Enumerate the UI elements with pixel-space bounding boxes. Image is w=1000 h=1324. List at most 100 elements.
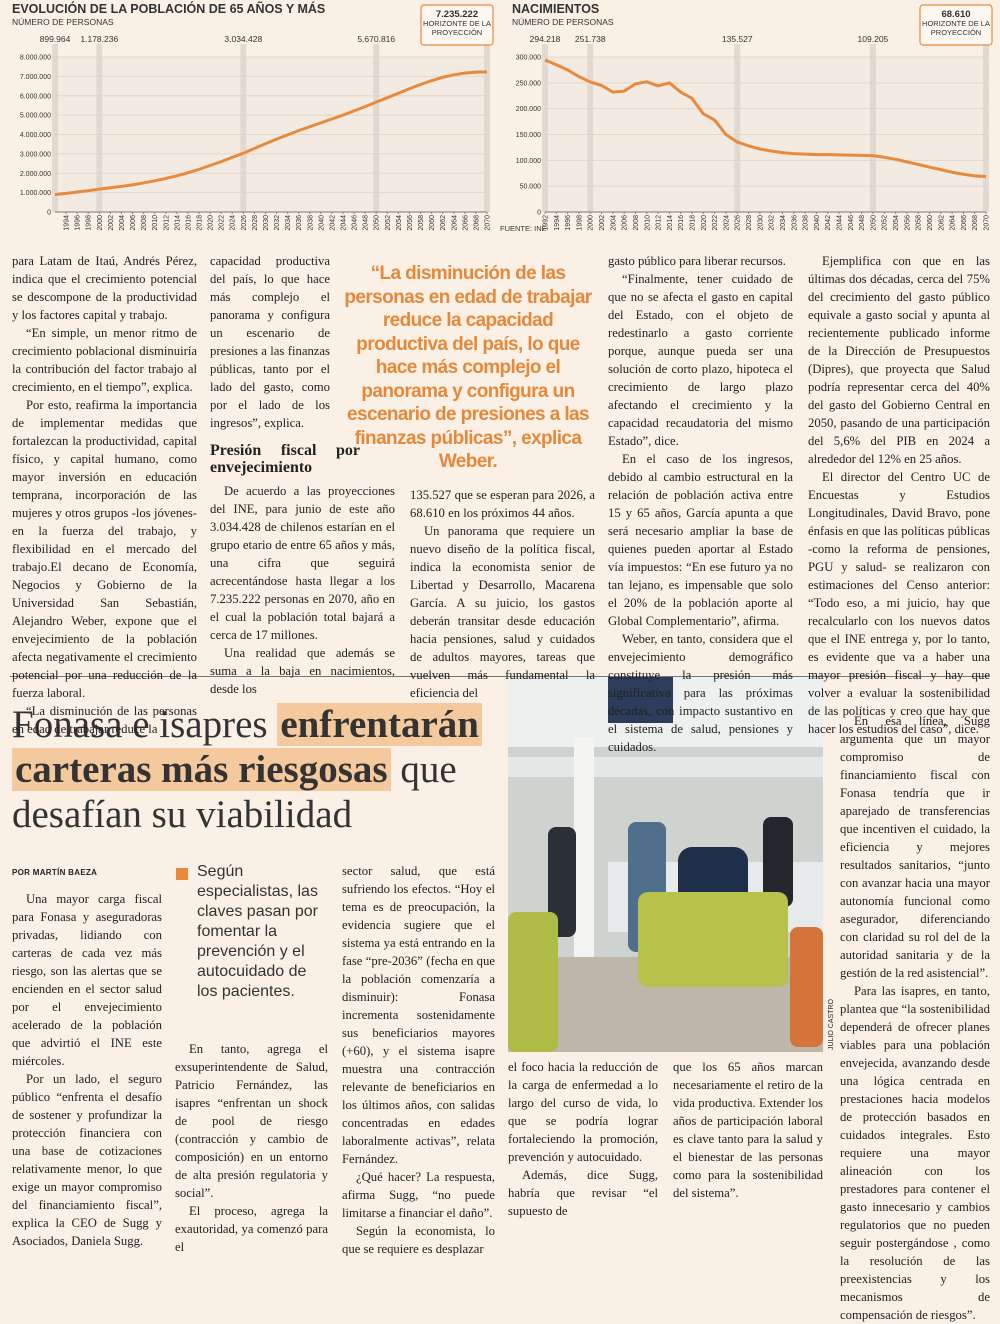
x-tick-label: 1994 — [64, 215, 71, 231]
y-tick-label: 8.000.000 — [20, 55, 51, 62]
paragraph: “En simple, un menor ritmo de crecimient… — [12, 326, 197, 394]
y-tick-label: 100.000 — [516, 158, 541, 165]
subheading: Presión fiscal por envejecimiento — [210, 442, 360, 476]
y-tick-label: 0 — [537, 210, 541, 217]
x-tick-label: 2010 — [152, 215, 159, 231]
x-tick-label: 2022 — [219, 215, 226, 231]
chart-subtitle: NÚMERO DE PERSONAS — [12, 17, 114, 27]
x-tick-label: 2042 — [825, 215, 832, 231]
x-tick-label: 2028 — [252, 215, 259, 231]
x-tick-label: 2040 — [318, 215, 325, 231]
x-tick-label: 2064 — [950, 215, 957, 231]
x-tick-label: 2014 — [174, 215, 181, 231]
y-tick-label: 1.000.000 — [20, 190, 51, 197]
x-tick-label: 2048 — [859, 215, 866, 231]
x-tick-label: 2016 — [678, 215, 685, 231]
byline: POR MARTÍN BAEZA — [12, 868, 98, 877]
x-tick-label: 2038 — [803, 215, 810, 231]
x-tick-label: 2042 — [329, 215, 336, 231]
x-tick-label: 2062 — [440, 215, 447, 231]
photo-credit: JULIO CASTRO — [828, 999, 835, 1050]
y-tick-label: 250.000 — [516, 80, 541, 87]
text-column: Ejemplifica con que en las últimas dos d… — [808, 252, 990, 738]
paragraph: Por esto, reafirma la importancia de imp… — [12, 398, 197, 700]
x-tick-label: 2000 — [97, 215, 104, 231]
annotation-note: HORIZONTE DE LA PROYECCIÓN — [423, 19, 491, 37]
x-tick-label: 2008 — [141, 215, 148, 231]
paragraph: 135.527 que se esperan para 2026, a 68.6… — [410, 488, 595, 520]
x-tick-label: 2046 — [352, 215, 359, 231]
x-tick-label: 2036 — [296, 215, 303, 231]
x-tick-label: 2002 — [599, 215, 606, 231]
x-tick-label: 2032 — [769, 215, 776, 231]
x-tick-label: 2054 — [396, 215, 403, 231]
text-column: capacidad productiva del país, lo que ha… — [210, 252, 395, 698]
x-tick-label: 2028 — [746, 215, 753, 231]
pull-quote: “La disminución de las personas en edad … — [344, 263, 592, 472]
x-tick-label: 1996 — [565, 215, 572, 231]
paragraph: Un panorama que requiere un nuevo diseño… — [410, 524, 595, 700]
annotation-box — [420, 4, 494, 46]
headline: Fonasa e isapres enfrentarán carteras má… — [12, 702, 502, 837]
projection-band — [52, 44, 58, 212]
data-line — [54, 70, 488, 197]
headline-text: Fonasa e isapres — [12, 703, 268, 746]
paragraph: que los 65 años marcan necesariamente el… — [673, 1060, 823, 1200]
y-tick-label: 5.000.000 — [20, 113, 51, 120]
x-tick-label: 2008 — [633, 215, 640, 231]
paragraph: ¿Qué hacer? La respuesta, afirma Sugg, “… — [342, 1170, 495, 1220]
paragraph: Una mayor carga fiscal para Fonasa y ase… — [12, 892, 162, 1068]
paragraph: el foco hacia la reducción de la carga d… — [508, 1060, 658, 1164]
x-tick-label: 2060 — [927, 215, 934, 231]
y-tick-label: 150.000 — [516, 132, 541, 139]
annotation-label: 109.205 — [858, 34, 889, 44]
annotation-label: 7.235.222 — [436, 9, 478, 20]
page: {"chart_data": [ {"type": "line", "title… — [10, 1, 993, 1322]
text-column: el foco hacia la reducción de la carga d… — [508, 1058, 658, 1220]
paragraph: En esa línea, Sugg argumenta que un mayo… — [840, 714, 990, 980]
x-tick-label: 2066 — [961, 215, 968, 231]
photo — [508, 677, 823, 1052]
projection-band — [587, 44, 594, 212]
x-tick-label: 2040 — [814, 215, 821, 231]
annotation-label: 1.178.236 — [80, 34, 118, 44]
y-tick-label: 300.000 — [516, 55, 541, 62]
text-column: que los 65 años marcan necesariamente el… — [673, 1058, 823, 1202]
x-tick-label: 2012 — [163, 215, 170, 231]
text-column: Una mayor carga fiscal para Fonasa y ase… — [12, 890, 162, 1250]
x-tick-label: 2054 — [893, 215, 900, 231]
headline-text: que desafían su viabilidad — [12, 748, 457, 836]
x-tick-label: 2068 — [473, 215, 480, 231]
x-tick-label: 2070 — [984, 215, 991, 231]
x-tick-label: 2034 — [780, 215, 787, 231]
y-tick-label: 3.000.000 — [20, 151, 51, 158]
x-tick-label: 2006 — [622, 215, 629, 231]
data-line — [544, 58, 987, 179]
chart: EVOLUCIÓN DE LA POBLACIÓN DE 65 AÑOS Y M… — [12, 1, 494, 231]
x-tick-label: 1996 — [75, 215, 82, 231]
projection-band — [869, 44, 876, 212]
annotation-label: 135.527 — [722, 34, 753, 44]
x-tick-label: 2024 — [230, 215, 237, 231]
x-tick-label: 2004 — [610, 215, 617, 231]
annotation-label: 899.964 — [40, 34, 71, 44]
bullet — [176, 868, 188, 880]
paragraph: El director del Centro UC de Encuestas y… — [808, 470, 990, 736]
projection-band — [373, 44, 380, 212]
x-tick-label: 2044 — [341, 215, 348, 231]
x-tick-label: 2050 — [870, 215, 877, 231]
paragraph: De acuerdo a las proyecciones del INE, p… — [210, 484, 395, 642]
x-tick-label: 2052 — [882, 215, 889, 231]
chart-subtitle: NÚMERO DE PERSONAS — [512, 17, 614, 27]
x-tick-label: 2002 — [108, 215, 115, 231]
paragraph: Para las isapres, en tanto, plantea que … — [840, 984, 990, 1322]
x-tick-label: 2056 — [904, 215, 911, 231]
paragraph: En tanto, agrega el exsuperintendente de… — [175, 1042, 328, 1200]
text-column: En tanto, agrega el exsuperintendente de… — [175, 1040, 328, 1256]
paragraph: capacidad productiva del país, lo que ha… — [210, 254, 330, 430]
annotation-note: HORIZONTE DE LA PROYECCIÓN — [922, 19, 990, 37]
x-tick-label: 1998 — [576, 215, 583, 231]
paragraph: El proceso, agrega la exautoridad, ya co… — [175, 1204, 328, 1254]
x-tick-label: 2018 — [690, 215, 697, 231]
x-tick-label: 2048 — [363, 215, 370, 231]
